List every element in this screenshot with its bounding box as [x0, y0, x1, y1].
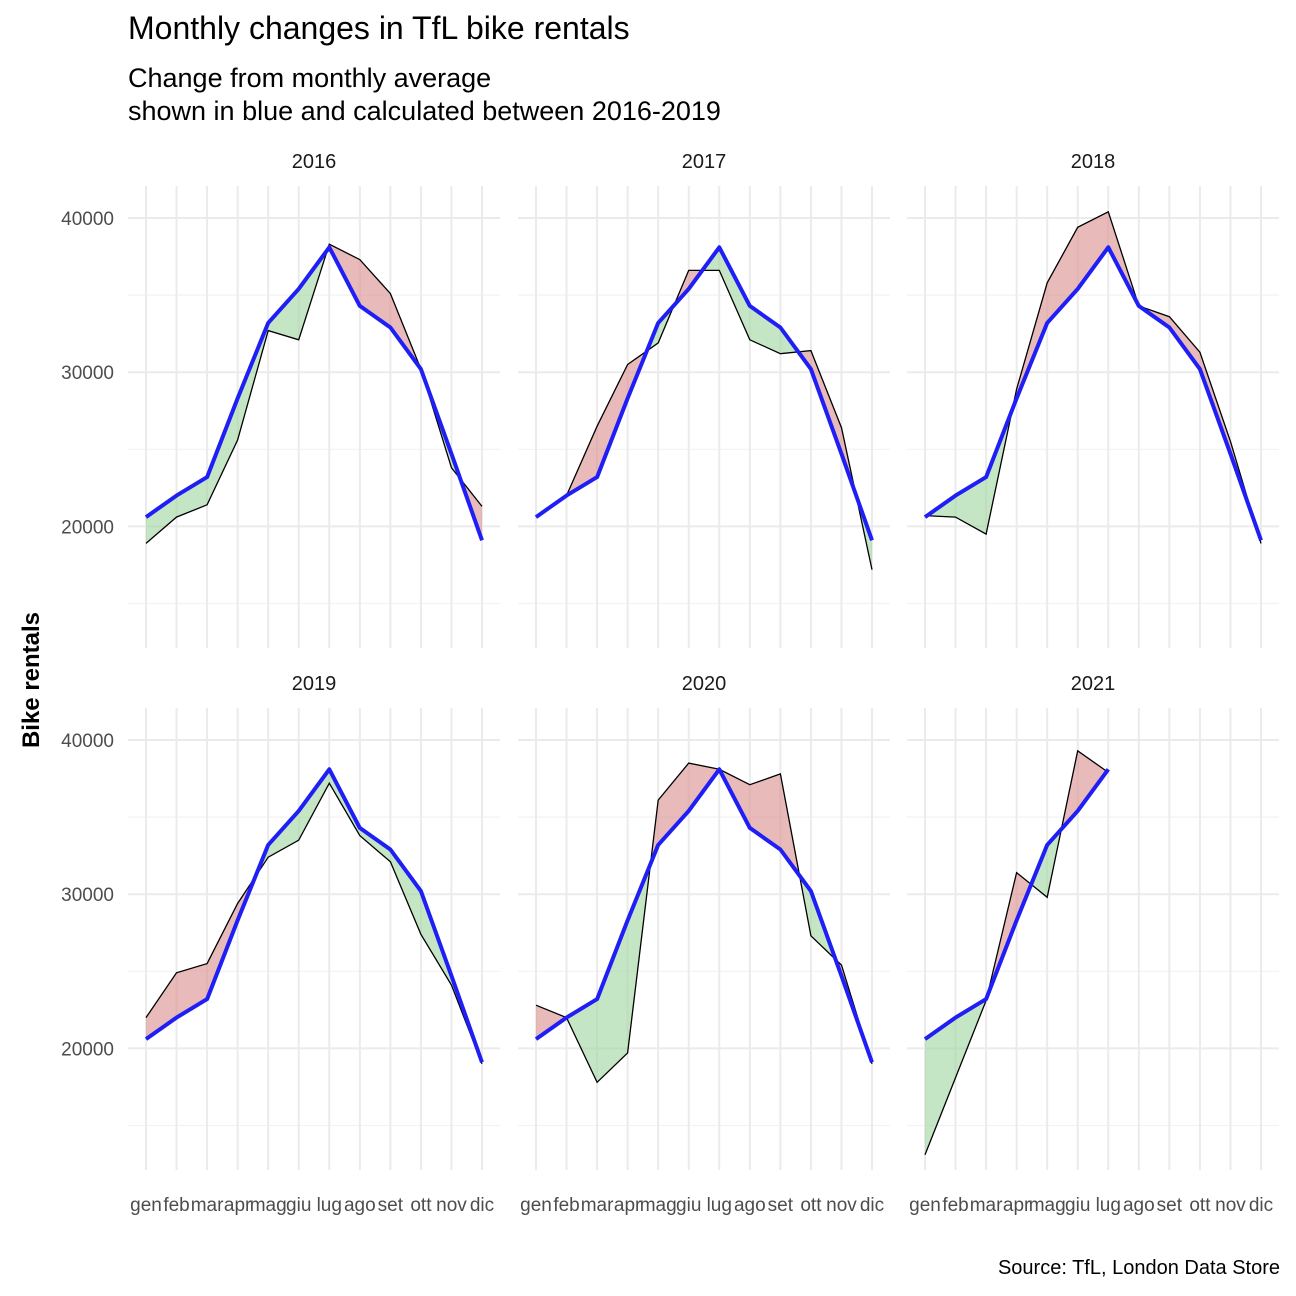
monthly-average-line-2020	[534, 767, 874, 1063]
x-tick-label-mar: mar	[581, 1195, 614, 1216]
below-average-area	[359, 827, 391, 862]
x-tick-label-apr: apr	[1003, 1195, 1031, 1216]
y-tick-label: 40000	[61, 731, 114, 752]
facet-label-2019: 2019	[292, 673, 337, 695]
below-average-area	[176, 477, 208, 518]
x-tick-label-ott: ott	[1189, 1195, 1211, 1216]
x-tick-label-ott: ott	[800, 1195, 822, 1216]
x-tick-label-apr: apr	[224, 1195, 252, 1216]
monthly-average-line-2019	[144, 767, 484, 1063]
x-tick-label-mag: mag	[640, 1195, 677, 1216]
above-average-area	[597, 364, 628, 478]
x-tick-label-giu: giu	[676, 1195, 701, 1216]
x-tick-label-mag: mag	[250, 1195, 287, 1216]
actual-rentals-line-2020	[535, 762, 873, 1084]
x-tick-label-feb: feb	[163, 1195, 189, 1216]
x-tick-label-gen: gen	[520, 1195, 552, 1216]
x-tick-label-mar: mar	[970, 1195, 1003, 1216]
x-tick-label-nov: nov	[826, 1195, 857, 1216]
y-tick-label: 20000	[61, 1039, 114, 1060]
x-tick-label-set: set	[378, 1195, 404, 1216]
x-tick-label-giu: giu	[1065, 1195, 1090, 1216]
below-average-area	[298, 769, 330, 841]
x-tick-label-giu: giu	[286, 1195, 311, 1216]
above-average-area	[749, 773, 781, 850]
x-tick-label-set: set	[768, 1195, 794, 1216]
x-tick-label-gen: gen	[130, 1195, 162, 1216]
x-tick-label-ago: ago	[1123, 1195, 1155, 1216]
monthly-average-line-2018	[923, 245, 1263, 541]
x-tick-label-nov: nov	[1215, 1195, 1246, 1216]
above-average-area	[1077, 211, 1109, 289]
monthly-average-line-2017	[534, 245, 874, 541]
below-average-area	[268, 810, 299, 858]
facet-panel-2018: 2018	[907, 151, 1279, 648]
facet-label-2021: 2021	[1071, 673, 1116, 695]
actual-rentals-line-2017	[535, 269, 873, 570]
below-average-area	[268, 288, 299, 340]
subtitle-line-2: shown in blue and calculated between 201…	[128, 96, 721, 126]
actual-rentals-line-2019	[145, 781, 483, 1065]
x-tick-label-gen: gen	[909, 1195, 941, 1216]
below-average-area	[719, 247, 750, 340]
above-average-area	[1047, 227, 1078, 323]
x-tick-label-ott: ott	[410, 1195, 432, 1216]
below-average-area	[749, 305, 781, 354]
x-tick-label-mag: mag	[1029, 1195, 1066, 1216]
actual-rentals-line-2021	[924, 749, 1109, 1156]
below-average-area	[925, 1017, 956, 1155]
x-tick-label-dic: dic	[1249, 1195, 1273, 1216]
below-average-area	[597, 920, 628, 1083]
y-tick-label: 20000	[61, 517, 114, 538]
x-tick-label-lug: lug	[707, 1195, 732, 1216]
monthly-average-line-2021	[923, 768, 1110, 1041]
y-tick-label: 30000	[61, 363, 114, 384]
below-average-area	[146, 495, 177, 544]
x-tick-label-feb: feb	[553, 1195, 579, 1216]
y-tick-label: 30000	[61, 885, 114, 906]
x-tick-label-dic: dic	[860, 1195, 884, 1216]
x-tick-label-feb: feb	[942, 1195, 968, 1216]
facet-label-2017: 2017	[682, 151, 727, 173]
x-tick-label-ago: ago	[344, 1195, 376, 1216]
above-average-area	[658, 763, 689, 845]
facet-label-2020: 2020	[682, 673, 727, 695]
facet-panel-2016: 2016 20000 30000 40000	[61, 151, 500, 648]
x-tick-label-apr: apr	[614, 1195, 642, 1216]
x-tick-label-nov: nov	[436, 1195, 467, 1216]
y-tick-label: 40000	[61, 209, 114, 230]
x-tick-label-mar: mar	[191, 1195, 224, 1216]
facet-panel-2017: 2017	[518, 151, 890, 648]
below-average-area	[207, 398, 238, 505]
facet-label-2016: 2016	[292, 151, 337, 173]
chart-caption: Source: TfL, London Data Store	[997, 1257, 1280, 1279]
facet-label-2018: 2018	[1071, 151, 1116, 173]
monthly-average-line-2016	[144, 245, 484, 541]
above-average-area	[176, 963, 208, 1018]
below-average-area	[390, 849, 421, 935]
x-tick-label-lug: lug	[1096, 1195, 1121, 1216]
subtitle-line-1: Change from monthly average	[128, 63, 492, 93]
x-tick-label-dic: dic	[470, 1195, 494, 1216]
actual-rentals-line-2018	[924, 210, 1262, 544]
above-average-area	[536, 1005, 567, 1040]
x-tick-label-set: set	[1157, 1195, 1183, 1216]
below-average-area	[566, 999, 598, 1083]
x-tick-label-lug: lug	[317, 1195, 342, 1216]
chart-title: Monthly changes in TfL bike rentals	[128, 10, 630, 46]
x-tick-label-ago: ago	[734, 1195, 766, 1216]
chart-subtitle: Change from monthly average shown in blu…	[128, 62, 721, 128]
above-average-area	[1077, 750, 1107, 811]
